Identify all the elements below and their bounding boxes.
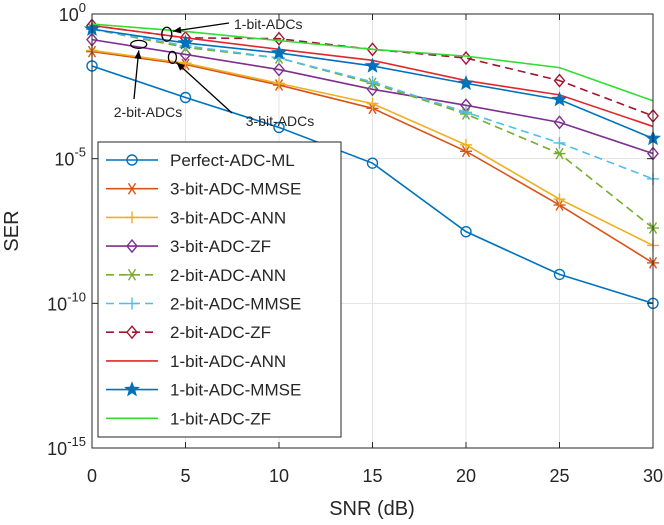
data-point-3-bit-adc-ann	[553, 193, 566, 206]
legend-label: 1-bit-ADC-ANN	[170, 352, 286, 371]
legend-entry-3-bit-adc-ann: 3-bit-ADC-ANN	[106, 208, 286, 227]
legend-marker	[126, 325, 138, 340]
annotation-ellipse-2bit	[130, 39, 148, 50]
data-point-3-bit-adc-zf	[273, 62, 285, 77]
legend-label: 2-bit-ADC-ZF	[170, 323, 271, 342]
legend-entry-2-bit-adc-ann: 2-bit-ADC-ANN	[106, 266, 286, 285]
data-point-2-bit-adc-mmse	[553, 136, 566, 149]
legend-entry-3-bit-adc-mmse: 3-bit-ADC-MMSE	[106, 180, 301, 199]
annotation-arrow-2bit	[133, 50, 142, 100]
legend-label: 3-bit-ADC-ANN	[170, 208, 286, 227]
annotation-label-3bit: 3-bit-ADCs	[246, 113, 314, 129]
x-tick-label: 0	[87, 466, 97, 486]
data-point-1-bit-adc-mmse	[364, 57, 381, 73]
legend-marker	[124, 381, 140, 397]
data-point-1-bit-adc-mmse	[271, 44, 287, 60]
legend-marker	[126, 297, 138, 310]
y-axis-label: SER	[1, 210, 23, 251]
legend-label: 2-bit-ADC-MMSE	[170, 295, 301, 314]
data-point-2-bit-adc-mmse	[460, 106, 472, 119]
data-point-3-bit-adc-zf	[553, 115, 566, 130]
data-point-1-bit-adc-mmse	[458, 74, 474, 91]
y-tick-label: 10-10	[47, 289, 86, 314]
data-point-3-bit-adc-ann	[179, 57, 192, 70]
y-tick-label: 10-15	[47, 434, 86, 459]
series-line-1-bit-adc-zf	[91, 23, 654, 102]
data-point-2-bit-adc-ann	[553, 147, 566, 160]
x-tick-label: 30	[643, 466, 663, 486]
annotation-ellipse-3bit	[167, 50, 178, 65]
data-point-2-bit-adc-zf	[553, 73, 566, 88]
x-axis-label: SNR (dB)	[329, 498, 415, 520]
legend-marker	[126, 154, 138, 166]
legend-entry-1-bit-adc-mmse: 1-bit-ADC-MMSE	[106, 381, 301, 400]
legend-marker	[126, 268, 138, 281]
data-point-2-bit-adc-mmse	[366, 75, 379, 88]
x-tick-label: 10	[269, 466, 289, 486]
data-point-3-bit-adc-zf	[366, 82, 379, 97]
data-point-perfect-adc-ml	[366, 157, 379, 169]
x-tick-label: 25	[549, 466, 569, 486]
data-point-perfect-adc-ml	[460, 225, 472, 238]
x-tick-label: 5	[180, 466, 190, 486]
data-point-3-bit-adc-ann	[273, 77, 285, 90]
legend-entry-2-bit-adc-zf: 2-bit-ADC-ZF	[106, 323, 271, 342]
data-point-1-bit-adc-mmse	[551, 91, 568, 107]
x-tick-label: 15	[362, 466, 382, 486]
annotation-label-1bit: 1-bit-ADCs	[234, 16, 302, 32]
data-point-3-bit-adc-ann	[366, 97, 379, 110]
data-point-3-bit-adc-ann	[460, 138, 472, 151]
annotation-arrow-3bit	[175, 61, 233, 114]
legend-marker	[126, 182, 138, 195]
legend-label: 1-bit-ADC-ZF	[170, 409, 271, 428]
legend-label: Perfect-ADC-ML	[170, 151, 295, 170]
y-tick-label: 10-5	[54, 145, 86, 170]
data-point-2-bit-adc-zf	[366, 42, 379, 57]
series-line-perfect-adc-ml	[91, 65, 654, 305]
legend-label: 1-bit-ADC-MMSE	[170, 381, 301, 400]
legend: Perfect-ADC-ML 3-bit-ADC-MMSE 3-bit-ADC-AN…	[97, 141, 342, 438]
legend-entry-perfect-adc-ml: Perfect-ADC-ML	[106, 151, 295, 170]
data-point-3-bit-adc-mmse	[460, 145, 472, 158]
legend-entry-1-bit-adc-ann: 1-bit-ADC-ANN	[106, 352, 286, 371]
annotation-arrow-1bit	[172, 22, 230, 34]
x-tick-label: 20	[456, 466, 476, 486]
legend-label: 2-bit-ADC-ANN	[170, 266, 286, 285]
series-line-3-bit-adc-zf	[91, 38, 654, 155]
legend-entry-1-bit-adc-zf: 1-bit-ADC-ZF	[106, 409, 271, 428]
data-point-1-bit-adc-mmse	[177, 34, 194, 50]
legend-marker	[126, 239, 138, 254]
data-point-perfect-adc-ml	[553, 268, 566, 281]
y-tick-label: 100	[59, 0, 86, 25]
legend-label: 3-bit-ADC-MMSE	[170, 180, 301, 199]
legend-marker	[126, 211, 138, 224]
data-point-perfect-adc-ml	[179, 91, 192, 104]
legend-entry-3-bit-adc-zf: 3-bit-ADC-ZF	[106, 237, 271, 256]
legend-entry-2-bit-adc-mmse: 2-bit-ADC-MMSE	[106, 295, 301, 314]
data-point-perfect-adc-ml	[273, 121, 285, 134]
annotation-ellipse-1bit	[161, 26, 173, 42]
annotation-label-2bit: 2-bit-ADCs	[114, 104, 182, 120]
legend-label: 3-bit-ADC-ZF	[170, 237, 271, 256]
